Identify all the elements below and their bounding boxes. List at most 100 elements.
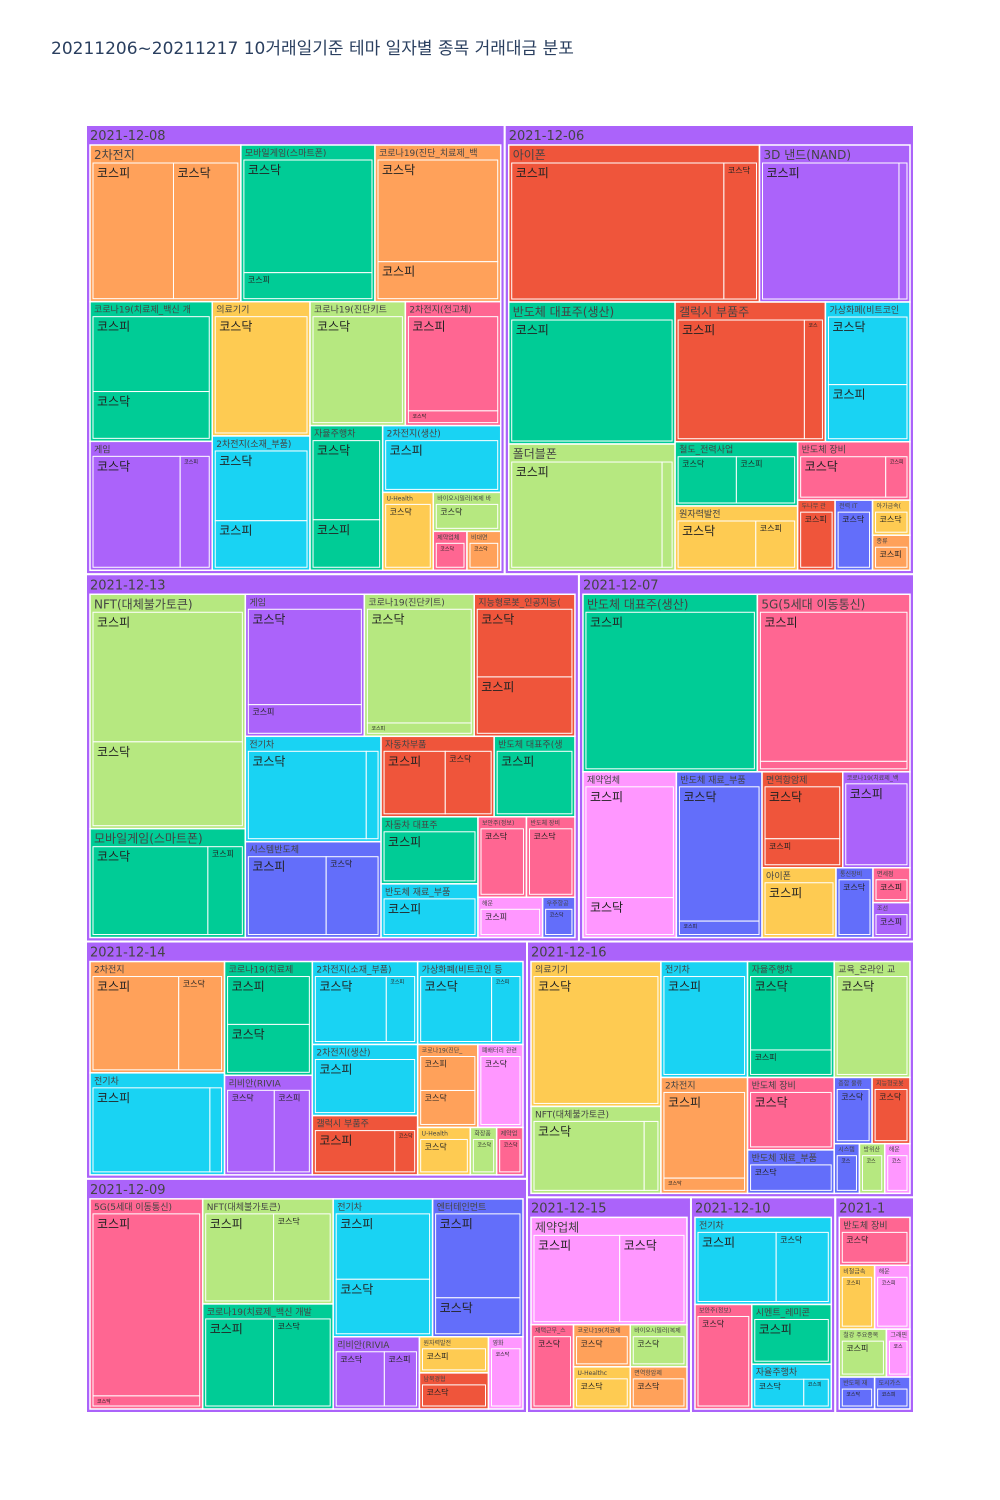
market-label-2021-12-08-코로나19-진단키트-코스닥: 코스닥 [317, 320, 350, 334]
market-label-2021-12-08-2차전지-소재-부품-코스닥: 코스닥 [219, 454, 252, 468]
market-label-2021-12-06-두나무-관련주-코스피: 코스피 [805, 515, 827, 524]
market-label-2021-12-13-코로나19-진단키트-코스닥: 코스닥 [371, 612, 404, 626]
theme-label-2021-12-13-해운: 해운 [482, 899, 494, 907]
theme-label-2021-12-09-남북경협: 남북경협 [423, 1375, 445, 1383]
market-block-2021-12-07-아이폰-코스피 [764, 882, 834, 936]
market-label-2021-12-06-반도체-장비-코스닥: 코스닥 [805, 460, 838, 474]
market-block-2021-12-13-보안주-정보-코스닥 [480, 828, 524, 895]
market-block-2021-12-14-가상화폐-비트코인-등-코스닥 [420, 976, 493, 1042]
theme-label-2021-12-14-제약업체: 제약업 [501, 1129, 518, 1137]
market-label-2021-12-16-지능형로봇-인공지능-ai-코스닥: 코스닥 [879, 1091, 902, 1101]
market-label-2021-12-16-2차전지-코스피: 코스피 [668, 1095, 701, 1109]
market-block-2021-12-16-종합-물류-코스닥 [836, 1088, 870, 1142]
theme-label-2021-12-16-지능형로봇-인공지능-ai: 지능형로봇 [876, 1079, 904, 1087]
market-block-2021-12-16-자율주행차-코스피 [750, 1049, 832, 1075]
market-block-2021-12-07-반도체-재료-부품-코스닥 [678, 786, 760, 922]
market-block-2021-12-08-2차전지-전고체-코스피 [407, 316, 499, 412]
market-label-2021-12-14-코로나19-치료제-백신-개발-등-코스피: 코스피 [232, 980, 265, 994]
market-label-2021-12-07-반도체-재료-부품-코스피: 코스피 [683, 923, 697, 930]
market-label-2021-12-14-코로나19-진단-치료제-백신-개발-등-코스피: 코스피 [425, 1059, 447, 1068]
market-label-2021-12-06-3d-낸드-nand-코스피: 코스피 [767, 166, 800, 180]
market-label-2021-12-14-갤럭시-부품주-코스피: 코스피 [319, 1134, 352, 1148]
theme-label-2021-12-08-2차전지-생산: 2차전지(생산) [387, 428, 441, 440]
theme-label-2021-12-14-코로나19-치료제-백신-개발-등: 코로나19(치료제 [229, 964, 294, 976]
theme-label-2021-12-06-가상화폐-비트코인-등: 가상화폐(비트코인 [829, 304, 899, 316]
market-label-2021-12-14-코로나19-치료제-백신-개발-등-코스닥: 코스닥 [232, 1027, 265, 1041]
market-label-2021-12-16-자율주행차-코스닥: 코스닥 [755, 980, 788, 994]
market-block-2021-12-13-시스템반도체-코스피 [247, 856, 327, 936]
market-label-2021-12-15-제약업체-코스피: 코스피 [538, 1238, 571, 1252]
market-block-2021-12-08-바이오시밀러-복제-바이오-의약품-코스닥 [435, 503, 499, 529]
market-block-2021-12-10-자율주행차-코스피 [803, 1378, 829, 1407]
market-block-2021-12-13-코로나19-진단키트-코스닥 [366, 608, 472, 724]
market-label-2021-12-09-원자력발전-코스피: 코스피 [426, 1352, 448, 1361]
market-label-2021-12-09-리비안-rivian-관련주-코스피: 코스피 [388, 1355, 410, 1364]
market-block-2021-12-13-전기차-코스피 [365, 750, 379, 840]
market-label-2021-12-07-면역항암제-코스피: 코스피 [769, 842, 791, 851]
theme-label-2021-12-16-반도체-장비: 반도체 장비 [752, 1080, 796, 1091]
theme-label-2021-12-14-코로나19-진단-치료제-백신-개발-등: 코로나19(진단_ [422, 1046, 464, 1054]
market-label-2021-12-14-제약업체-코스닥: 코스닥 [504, 1141, 518, 1148]
market-label-2021-12-10-보안주-정보-코스닥: 코스닥 [702, 1318, 725, 1328]
market-label-2021-12-09-nft-대체불가토큰-코스닥: 코스닥 [278, 1216, 301, 1226]
market-label-2021-12-17-그래핀-코스닥: 코스 [893, 1344, 903, 1350]
market-label-2021-12-09-nft-대체불가토큰-코스피: 코스피 [210, 1217, 243, 1231]
market-block-2021-12-06-갤럭시-부품주-코스피 [677, 319, 805, 440]
market-label-2021-12-14-2차전지-코스피: 코스피 [97, 980, 130, 994]
market-label-2021-12-08-2차전지-전고체-코스닥: 코스닥 [412, 413, 426, 420]
market-label-2021-12-13-시스템반도체-코스피: 코스피 [252, 860, 285, 874]
market-label-2021-12-08-게임-코스닥: 코스닥 [97, 459, 130, 473]
theme-label-2021-12-07-통신장비: 통신장비 [840, 870, 862, 878]
market-block-2021-12-10-전기차-코스닥 [775, 1231, 829, 1302]
market-block-2021-12-08-모바일게임-스마트폰-코스닥 [243, 159, 373, 274]
market-label-2021-12-09-전기차-코스닥: 코스닥 [340, 1282, 373, 1296]
market-block-2021-12-13-코로나19-진단키트-코스피 [366, 722, 472, 734]
market-label-2021-12-13-게임-코스피: 코스피 [252, 708, 274, 717]
market-label-2021-12-08-자율주행차-코스닥: 코스닥 [317, 444, 350, 458]
market-block-2021-12-09-엔터테인먼트-코스피 [435, 1213, 521, 1299]
market-label-2021-12-16-해운-코스피: 코스 [892, 1159, 902, 1165]
theme-label-2021-12-13-시스템반도체: 시스템반도체 [249, 844, 299, 856]
theme-label-2021-12-16-방위산업-전쟁: 방위산 [863, 1146, 880, 1154]
theme-label-2021-12-07-조선: 조선 [877, 905, 888, 913]
market-label-2021-12-09-엔터테인먼트-코스닥: 코스닥 [440, 1301, 473, 1315]
market-label-2021-12-16-시스템반도체-코스닥: 코스 [841, 1159, 851, 1165]
theme-label-2021-12-09-영화: 영화 [492, 1339, 504, 1347]
theme-label-2021-12-13-반도체-대표주-생산: 반도체 대표주(생 [498, 739, 562, 750]
date-label-2021-12-10: 2021-12-10 [695, 1201, 771, 1216]
market-block-2021-12-13-반도체-장비-코스닥 [528, 828, 573, 895]
theme-label-2021-12-13-자동차-대표주: 자동차 대표주 [385, 819, 438, 831]
market-block-2021-12-13-모바일게임-스마트폰-코스피 [207, 846, 243, 936]
market-label-2021-12-13-모바일게임-스마트폰-코스피: 코스피 [212, 850, 234, 859]
market-block-2021-12-14-전기차-코스피 [92, 1087, 211, 1173]
market-label-2021-12-14-리비안-rivian-관련주-코스닥: 코스닥 [232, 1092, 255, 1102]
market-block-2021-12-16-시스템반도체-코스닥 [836, 1155, 857, 1191]
market-block-2021-12-14-갤럭시-부품주-코스닥 [394, 1130, 416, 1173]
theme-label-2021-12-17-철강-주요종목: 철강 주요종목 [843, 1331, 879, 1339]
market-label-2021-12-17-반도체-장비-코스닥: 코스닥 [846, 1234, 869, 1244]
market-label-2021-12-09-코로나19-치료제-백신-개발-등-코스닥: 코스닥 [278, 1321, 301, 1331]
market-block-2021-12-06-3d-낸드-nand-코스피 [762, 162, 900, 300]
theme-label-2021-12-08-2차전지: 2차전지 [94, 148, 135, 162]
market-block-2021-12-14-제약업체-코스닥 [499, 1138, 521, 1173]
market-block-2021-12-14-코로나19-진단-치료제-백신-개발-등-코스닥 [420, 1089, 476, 1125]
market-label-2021-12-10-자율주행차-코스피: 코스피 [808, 1381, 822, 1388]
market-block-2021-12-16-2차전지-코스닥 [663, 1177, 746, 1191]
market-label-2021-12-07-통신장비-코스닥: 코스닥 [843, 882, 866, 892]
theme-label-2021-12-14-2차전지-소재-부품: 2차전지(소재_부품) [316, 964, 391, 976]
market-label-2021-12-13-자동차부품-코스닥: 코스닥 [449, 753, 472, 763]
market-label-2021-12-06-반도체-장비-코스피: 코스피 [890, 459, 904, 466]
theme-label-2021-12-06-폴더블폰: 폴더블폰 [513, 447, 557, 461]
theme-label-2021-12-13-게임: 게임 [249, 596, 266, 608]
market-label-2021-12-16-전기차-코스피: 코스피 [668, 980, 701, 994]
market-label-2021-12-16-nft-대체불가토큰-코스닥: 코스닥 [538, 1124, 571, 1138]
market-block-2021-12-09-코로나19-치료제-백신-개발-등-코스피 [205, 1318, 275, 1407]
market-block-2021-12-08-제약업체-코스닥 [435, 542, 465, 568]
theme-label-2021-12-08-게임: 게임 [94, 443, 111, 455]
market-label-2021-12-10-시멘트-레미콘-코스피: 코스피 [759, 1322, 792, 1336]
market-block-2021-12-14-2차전지-코스피 [92, 976, 180, 1071]
market-block-2021-12-06-반도체-장비-코스닥 [800, 456, 887, 498]
market-label-2021-12-09-5g-5세대-이동통신-코스피: 코스피 [97, 1217, 130, 1231]
market-block-2021-12-16-교육-온라인-교육-코스닥 [836, 976, 908, 1075]
